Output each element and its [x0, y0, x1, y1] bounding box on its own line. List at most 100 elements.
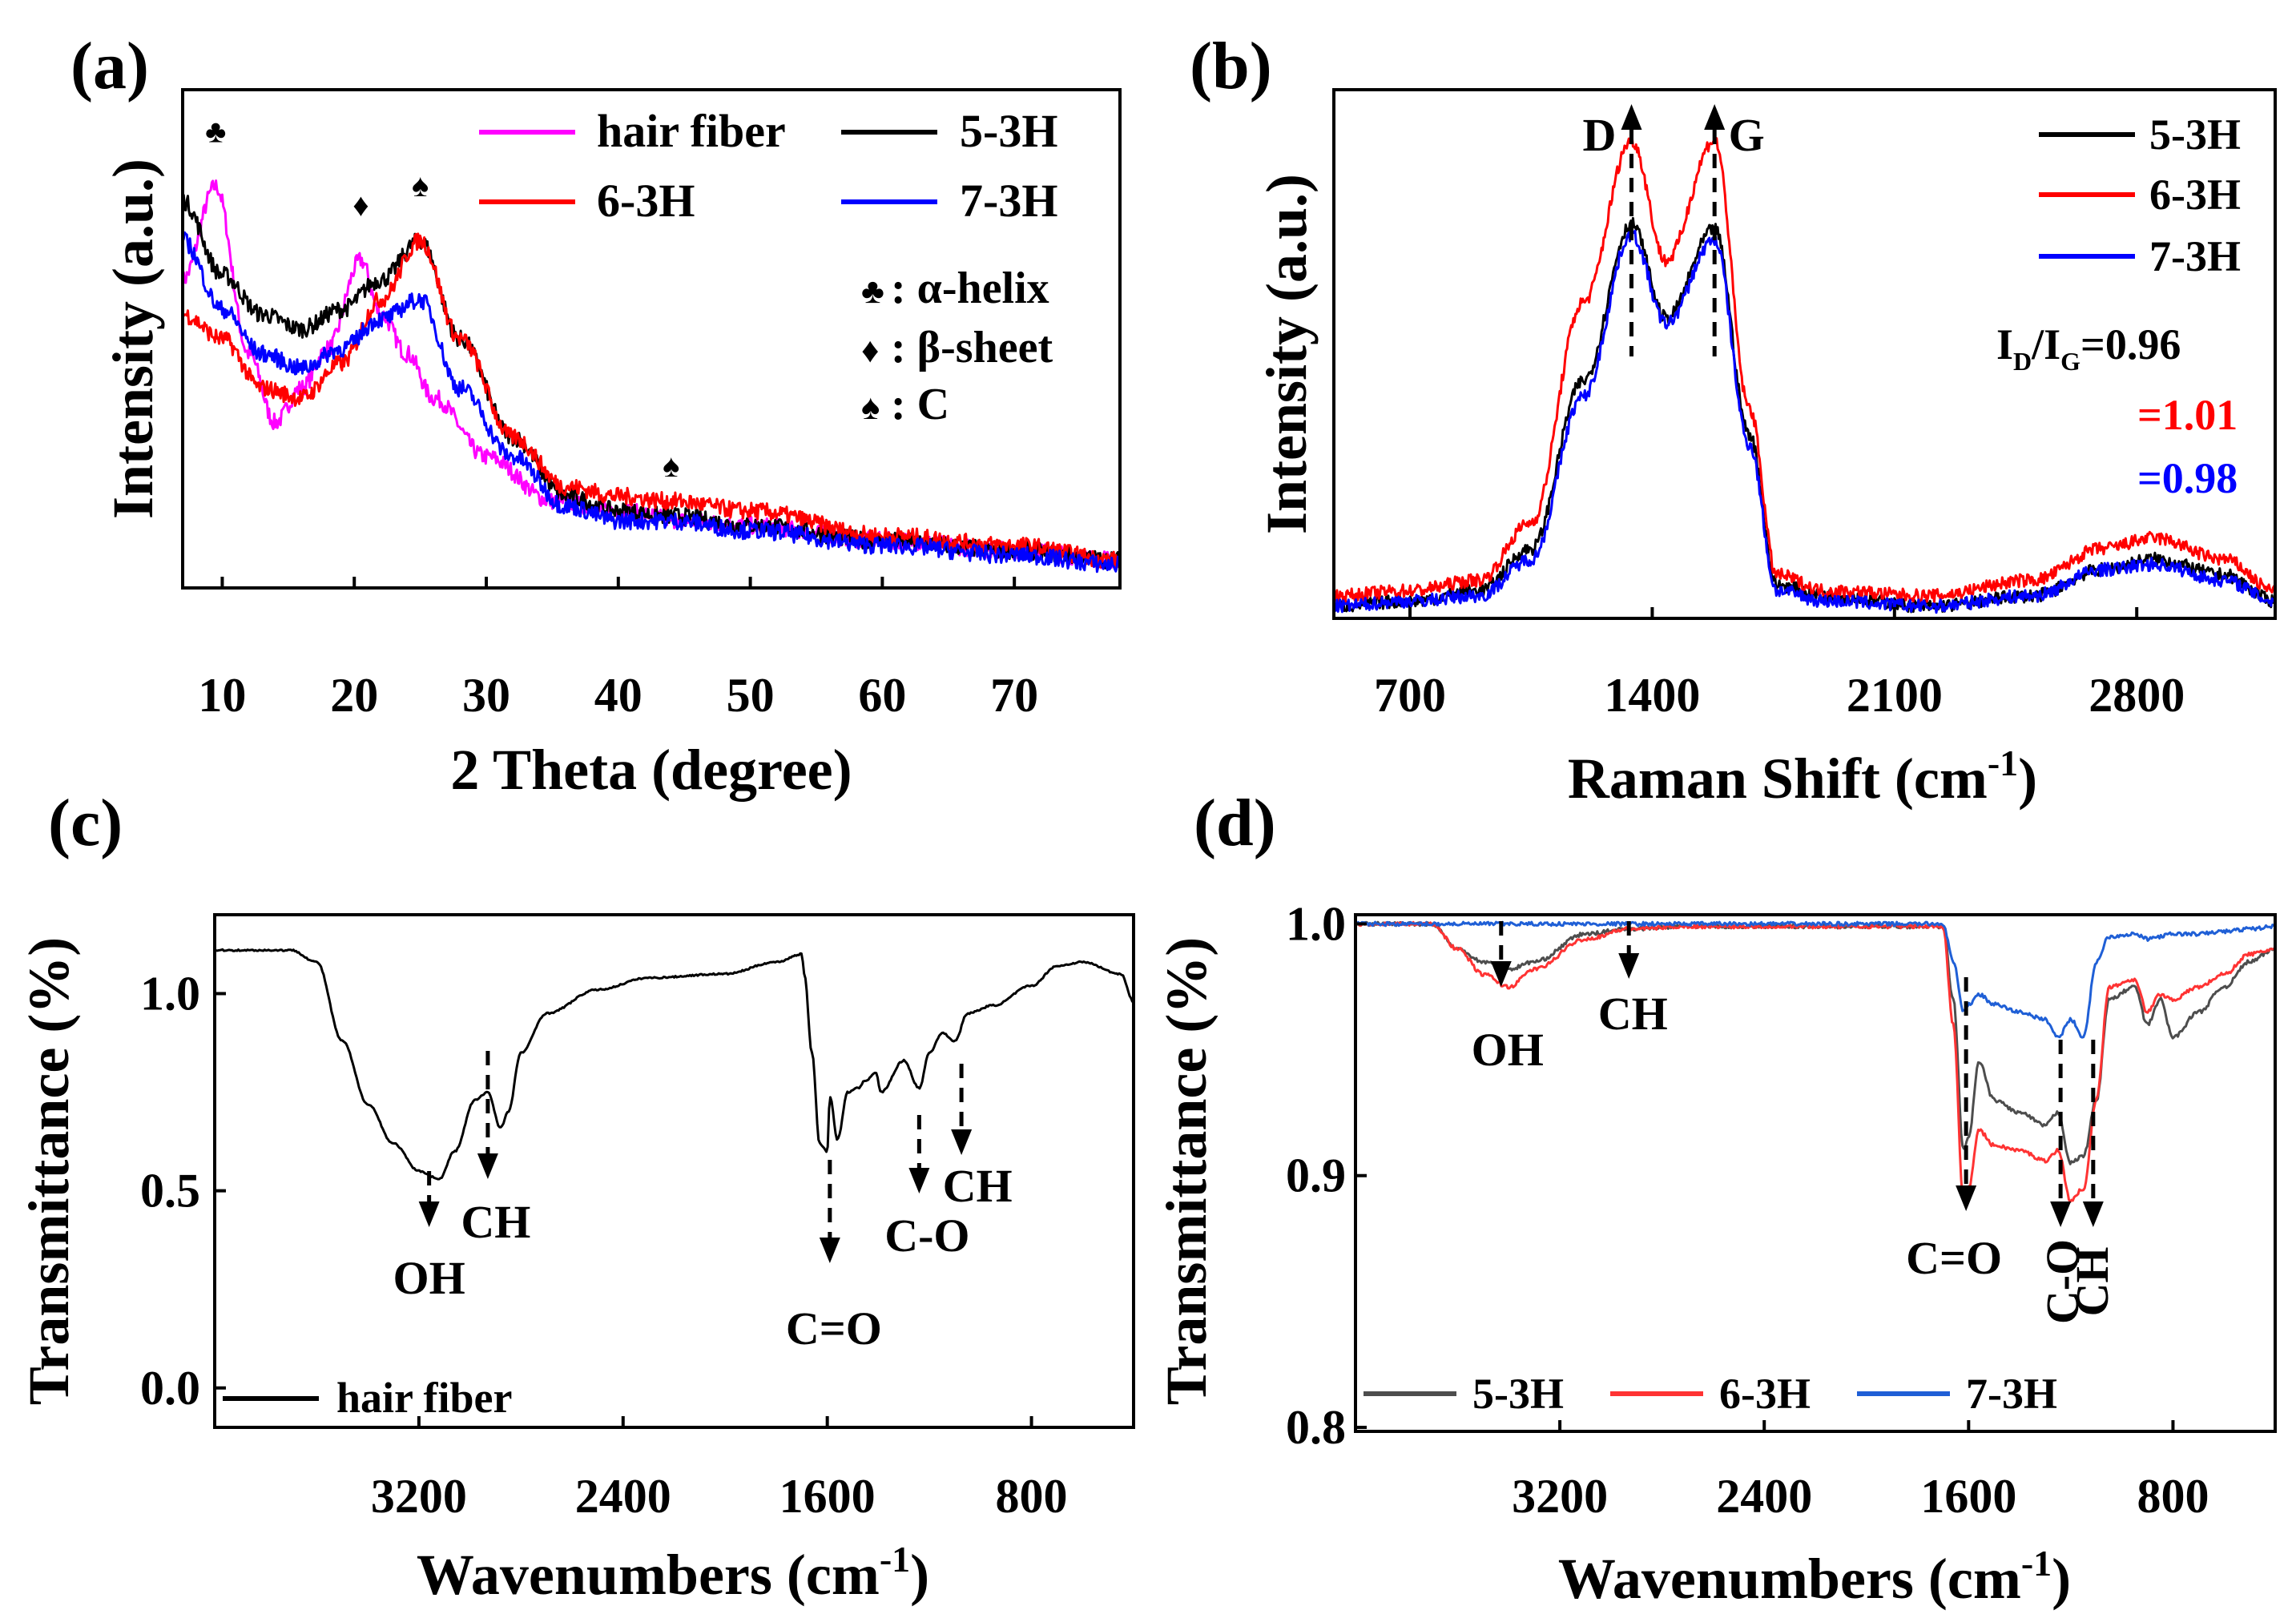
panel-a-legend: hair fiber 5-3H 6-3H 7-3H	[479, 105, 1057, 227]
panel-a-x-tick-label: 30	[462, 669, 510, 722]
ftir-c-co-single-arrowhead	[908, 1168, 930, 1193]
legend-label-hair-fiber: hair fiber	[336, 1374, 512, 1422]
panel-d: (d) 3200 2400 1600 800 0.8 0.9 1.0 OH CH C=O C-O…	[1154, 786, 2277, 1611]
ftir-c-ch2-label: CH	[943, 1160, 1013, 1212]
panel-d-y-tick-label: 0.8	[1286, 1401, 1346, 1454]
ftir-c-co-double-arrowhead	[819, 1238, 840, 1263]
panel-a-series	[181, 179, 1122, 574]
panel-d-frame	[1354, 913, 2277, 1433]
panel-d-x-tick-label: 2400	[1716, 1470, 1812, 1523]
ftir-c-ch2-arrowhead	[951, 1129, 973, 1155]
peak-marker-carbon: ♠	[412, 167, 429, 203]
panel-d-x-tick-label: 3200	[1512, 1470, 1608, 1523]
key-beta-sheet-symbol: ♦	[861, 331, 879, 370]
ftir-d-co-single-label: C-O	[2036, 1239, 2089, 1324]
panel-a: (a) 10 20 30 40 50 60 70 ♣ ♦ ♠ ♠ 2 Theta (degree)…	[70, 29, 1122, 802]
ftir-c-oh-label: OH	[393, 1252, 465, 1304]
panel-a-x-ticks: 10 20 30 40 50 60 70	[198, 577, 1038, 722]
panel-b-label: (b)	[1190, 29, 1272, 103]
panel-c-x-axis-label: Wavenumbers (cm-1)	[417, 1539, 929, 1607]
panel-c-legend: hair fiber	[223, 1374, 512, 1422]
panel-b-x-tick-label: 2100	[1847, 669, 1943, 722]
legend-label-7-3H: 7-3H	[2149, 232, 2241, 280]
panel-d-legend: 5-3H 6-3H 7-3H	[1364, 1370, 2057, 1418]
panel-d-series	[1354, 920, 2277, 1203]
ftir-d-co-single-arrowhead	[2050, 1201, 2072, 1227]
ftir-c-ch-label: CH	[461, 1196, 530, 1248]
panel-a-frame	[181, 88, 1122, 590]
panel-a-x-tick-label: 10	[198, 669, 246, 722]
series-line-7-3h	[1332, 227, 2277, 614]
legend-label-6-3H: 6-3H	[2149, 171, 2241, 219]
panel-d-label: (d)	[1194, 786, 1276, 860]
panel-b-series	[1332, 134, 2277, 614]
panel-d-y-tick-label: 0.9	[1286, 1149, 1346, 1202]
panel-d-y-tick-label: 1.0	[1286, 897, 1346, 950]
panel-a-label: (a)	[70, 29, 149, 103]
panel-c: (c) 3200 2400 1600 800 0.00.51.0 OHCHC=OC-O…	[17, 786, 1135, 1607]
id-ig-ratio-7-3H: =0.98	[2137, 454, 2238, 502]
ftir-d-oh-label: OH	[1472, 1024, 1544, 1076]
legend-label-6-3H: 6-3H	[597, 175, 695, 227]
ftir-d-co-double-arrowhead	[1956, 1185, 1977, 1211]
legend-label-5-3H: 5-3H	[1472, 1370, 1564, 1418]
ftir-c-co-double-label: C=O	[786, 1302, 882, 1354]
panel-b-x-tick-label: 1400	[1604, 669, 1700, 722]
peak-marker-beta-sheet: ♦	[352, 187, 369, 223]
panel-c-x-ticks: 3200 2400 1600 800	[371, 1416, 1068, 1523]
panel-c-label: (c)	[48, 786, 123, 860]
panel-c-series	[214, 948, 1134, 1181]
series-line-5-3h	[1333, 216, 2277, 614]
ftir-c-oh-arrowhead	[418, 1201, 440, 1227]
id-ig-ratio-6-3H: =1.01	[2137, 391, 2238, 439]
peak-marker-carbon: ♠	[663, 448, 679, 484]
panel-a-x-tick-label: 20	[330, 669, 378, 722]
panel-a-marker-key: ♣ : α-helix ♦ : β-sheet ♠ : C	[861, 264, 1053, 429]
panel-b-x-ticks: 700 1400 2100 2800	[1374, 607, 2185, 722]
panel-a-x-tick-label: 50	[727, 669, 775, 722]
legend-label-6-3H: 6-3H	[1719, 1370, 1811, 1418]
key-carbon-text: : C	[891, 380, 949, 429]
panel-d-x-ticks: 3200 2400 1600 800	[1512, 1420, 2209, 1523]
panel-c-y-ticks: 0.0 0.5 1.0	[140, 967, 226, 1415]
panel-c-y-axis-label: Transmittance (%)	[17, 937, 81, 1406]
panel-c-x-tick-label: 3200	[371, 1470, 467, 1523]
series-line-hair-fiber	[214, 948, 1134, 1181]
panel-c-frame	[213, 913, 1135, 1429]
panel-a-x-tick-label: 70	[990, 669, 1038, 722]
panel-a-y-axis-label: Intensity (a.u.)	[101, 159, 165, 519]
ftir-c-co-single-label: C-O	[884, 1209, 969, 1262]
ftir-c-ch-arrowhead	[477, 1153, 498, 1179]
panel-b-x-tick-label: 700	[1374, 669, 1446, 722]
ftir-d-ch-label: CH	[1598, 988, 1668, 1040]
key-alpha-helix-text: : α-helix	[891, 264, 1049, 313]
ftir-d-ch-arrowhead	[1618, 953, 1640, 979]
panel-c-y-tick-label: 0.0	[140, 1362, 200, 1415]
legend-label-7-3H: 7-3H	[1966, 1370, 2057, 1418]
ftir-d-oh-arrowhead	[1490, 961, 1512, 987]
legend-label-hair-fiber: hair fiber	[597, 105, 786, 157]
key-beta-sheet-text: : β-sheet	[891, 323, 1053, 372]
raman-d-band-arrowhead	[1621, 104, 1642, 130]
panel-c-x-tick-label: 2400	[575, 1470, 671, 1523]
panel-b-x-axis-label: Raman Shift (cm-1)	[1568, 743, 2037, 811]
panel-c-y-tick-label: 1.0	[140, 967, 200, 1020]
panel-b-x-tick-label: 2800	[2089, 669, 2185, 722]
id-ig-ratio-label: ID/IG=0.96	[1996, 320, 2181, 376]
panel-b-y-axis-label: Intensity (a.u.)	[1255, 174, 1319, 534]
series-line-6-3h	[1333, 134, 2277, 604]
key-carbon-symbol: ♠	[861, 388, 880, 427]
series-line-7-3h	[181, 231, 1122, 574]
panel-d-x-tick-label: 800	[2137, 1470, 2209, 1523]
raman-g-band-arrowhead	[1704, 104, 1726, 130]
panel-d-x-tick-label: 1600	[1920, 1470, 2016, 1523]
ftir-d-co-double-label: C=O	[1906, 1232, 2002, 1284]
panel-b-frame	[1332, 88, 2277, 620]
panel-b-legend: 5-3H 6-3H 7-3H	[2039, 111, 2241, 280]
key-alpha-helix-symbol: ♣	[861, 272, 884, 311]
legend-label-5-3H: 5-3H	[960, 105, 1057, 157]
